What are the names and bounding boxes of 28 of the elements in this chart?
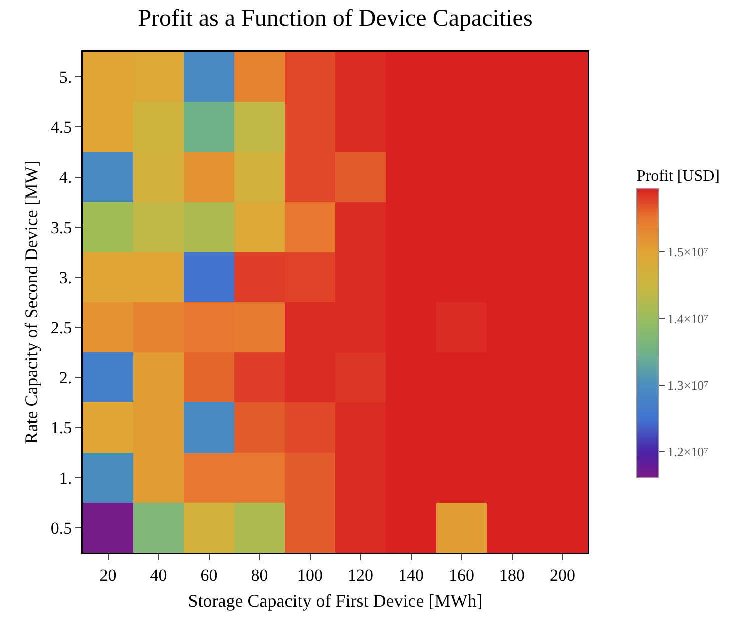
- x-axis-title: Storage Capacity of First Device [MWh]: [188, 590, 483, 611]
- y-tick-label: 0.5: [50, 518, 72, 538]
- x-tick-label: 200: [550, 566, 576, 585]
- x-tick-label: 100: [298, 566, 323, 585]
- y-tick-label: 1.: [59, 468, 72, 488]
- x-tick-label: 40: [150, 566, 168, 585]
- x-tick-label: 80: [251, 566, 268, 585]
- x-tick-label: 60: [200, 566, 218, 585]
- x-tick-label: 20: [100, 566, 117, 585]
- y-tick-label: 5.: [59, 68, 72, 87]
- y-tick-label: 4.5: [50, 118, 72, 138]
- color-bar-title: Profit [USD]: [636, 168, 720, 186]
- y-tick-label: 2.5: [50, 318, 72, 338]
- color-bar-label: 1.2×10⁷: [668, 444, 709, 460]
- x-tick-label: 140: [398, 566, 424, 585]
- x-tick-label: 160: [449, 566, 474, 585]
- chart-title: Profit as a Function of Device Capacities: [138, 6, 533, 32]
- y-tick-label: 1.5: [50, 418, 72, 438]
- y-tick-label: 4.: [59, 168, 72, 188]
- y-tick-label: 3.5: [50, 218, 72, 238]
- color-bar-label: 1.4×10⁷: [668, 311, 709, 326]
- x-tick-label: 120: [348, 566, 374, 585]
- y-axis-title: Rate Capacity of Second Device [MW]: [21, 160, 42, 444]
- y-tick-label: 3.: [59, 268, 72, 288]
- color-bar-label: 1.3×10⁷: [668, 378, 709, 393]
- color-bar-label: 1.5×10⁷: [668, 244, 709, 260]
- y-tick-label: 2.: [59, 368, 72, 388]
- x-tick-label: 180: [500, 566, 525, 585]
